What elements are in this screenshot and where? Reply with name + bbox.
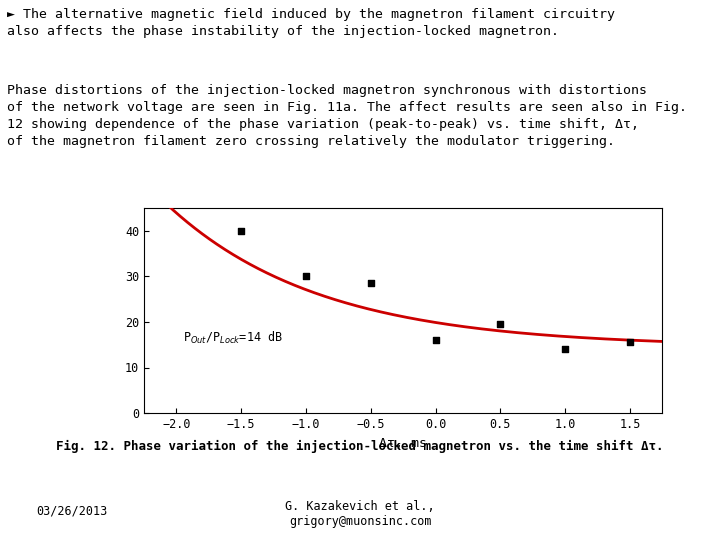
Text: Fig. 12. Phase variation of the injection-locked magnetron vs. the time shift Δτ: Fig. 12. Phase variation of the injectio…	[56, 440, 664, 453]
Text: G. Kazakevich et al.,
grigory@muonsinc.com: G. Kazakevich et al., grigory@muonsinc.c…	[285, 500, 435, 528]
Text: 03/26/2013: 03/26/2013	[36, 505, 107, 518]
Point	[235, 226, 247, 235]
Point	[365, 279, 377, 287]
Point	[495, 320, 506, 328]
Point	[559, 345, 571, 354]
Text: P$_{Out}$/P$_{Lock}$=14 dB: P$_{Out}$/P$_{Lock}$=14 dB	[183, 330, 283, 346]
Text: ► The alternative magnetic field induced by the magnetron filament circuitry
als: ► The alternative magnetic field induced…	[7, 8, 615, 38]
Point	[624, 338, 636, 347]
Text: Phase distortions of the injection-locked magnetron synchronous with distortions: Phase distortions of the injection-locke…	[7, 84, 687, 148]
Point	[430, 336, 441, 345]
Point	[300, 272, 312, 281]
X-axis label: Δτ, ms: Δτ, ms	[379, 436, 427, 449]
